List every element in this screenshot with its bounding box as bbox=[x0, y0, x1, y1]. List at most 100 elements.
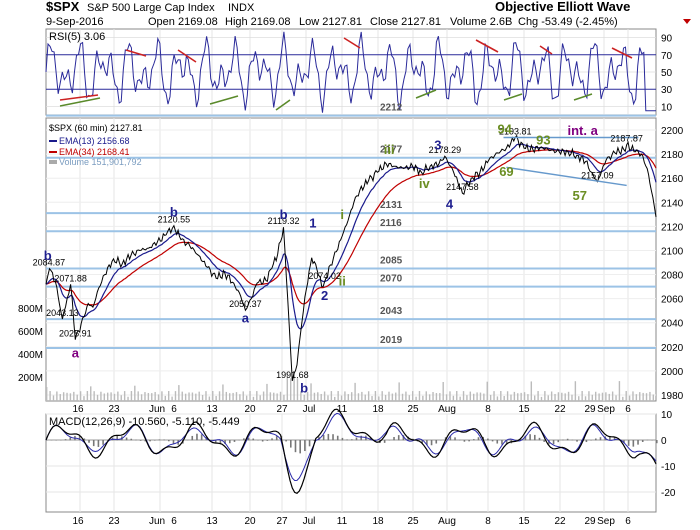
volume-bar bbox=[625, 391, 627, 401]
volume-bar bbox=[164, 395, 167, 401]
volume-bar bbox=[361, 391, 363, 401]
macd-histogram-bar bbox=[463, 440, 466, 442]
volume-bar bbox=[239, 394, 241, 401]
rsi-label: RSI(5) 3.06 bbox=[49, 31, 105, 43]
macd-histogram-bar bbox=[599, 437, 602, 441]
macd-histogram-bar bbox=[402, 435, 405, 441]
x-tick-price: Jul bbox=[303, 404, 316, 415]
volume-bar bbox=[459, 396, 461, 401]
rsi-divergence-red bbox=[343, 37, 361, 49]
macd-histogram-bar bbox=[78, 436, 81, 441]
volume-bar bbox=[605, 392, 607, 401]
macd-histogram-bar bbox=[458, 439, 461, 441]
volume-bar bbox=[195, 393, 197, 401]
macd-histogram-bar bbox=[158, 439, 161, 441]
volume-bar bbox=[554, 393, 556, 401]
rsi-divergence-green bbox=[415, 89, 437, 99]
price-line bbox=[45, 134, 657, 382]
high-value: High 2169.08 bbox=[225, 16, 290, 28]
volume-bar bbox=[344, 391, 346, 401]
volume-bar bbox=[151, 393, 153, 401]
wave-label: b bbox=[300, 381, 308, 396]
legend-volume: Volume 151,901,792 bbox=[59, 157, 142, 167]
macd-histogram-bar bbox=[153, 440, 156, 441]
volume-bar bbox=[595, 391, 597, 401]
wave-label: i bbox=[340, 207, 344, 222]
macd-histogram-bar bbox=[336, 435, 339, 441]
volume-bar bbox=[520, 392, 522, 401]
price-label: 2074.02 bbox=[308, 271, 341, 281]
volume-bar bbox=[262, 391, 265, 401]
macd-histogram-bar bbox=[200, 434, 203, 441]
macd-histogram-bar bbox=[135, 439, 137, 441]
rsi-divergence-green bbox=[503, 93, 523, 101]
volume-bar bbox=[449, 391, 451, 401]
macd-histogram-bar bbox=[346, 439, 348, 441]
macd-histogram-bar bbox=[102, 440, 104, 445]
x-tick-macd: 23 bbox=[108, 516, 120, 527]
volume-bar bbox=[534, 395, 536, 401]
macd-histogram-bar bbox=[543, 440, 545, 442]
legend-volume-swatch bbox=[49, 160, 57, 164]
x-tick-price: 8 bbox=[485, 404, 491, 415]
macd-histogram-bar bbox=[435, 440, 438, 444]
macd-histogram-bar bbox=[275, 436, 278, 441]
rsi-divergence-red bbox=[125, 49, 147, 57]
volume-bar bbox=[574, 381, 577, 401]
volume-bar bbox=[371, 396, 373, 401]
volume-bar bbox=[557, 392, 560, 401]
macd-histogram-bar bbox=[534, 434, 536, 441]
price-tick: 2120 bbox=[661, 222, 684, 233]
volume-bar bbox=[171, 396, 173, 401]
volume-value: Volume 2.6B bbox=[450, 16, 512, 28]
volume-bar bbox=[76, 394, 78, 401]
volume-bar bbox=[113, 393, 116, 401]
macd-histogram-bar bbox=[351, 439, 353, 441]
macd-histogram-bar bbox=[149, 440, 151, 442]
volume-bar bbox=[435, 393, 438, 401]
volume-bar bbox=[517, 393, 519, 401]
macd-histogram-bar bbox=[97, 440, 100, 447]
volume-bar bbox=[351, 392, 353, 401]
wave-label: int. a bbox=[568, 123, 599, 138]
volume-bar bbox=[293, 373, 295, 401]
macd-histogram-bar bbox=[299, 440, 301, 454]
macd-histogram-bar bbox=[449, 436, 452, 441]
volume-bar bbox=[127, 396, 129, 401]
volume-bar bbox=[283, 394, 285, 401]
volume-bar bbox=[422, 395, 424, 401]
volume-bar bbox=[256, 391, 258, 401]
volume-bar bbox=[174, 391, 177, 401]
volume-bar bbox=[473, 393, 475, 401]
support-level-label: 2043 bbox=[380, 306, 403, 317]
macd-histogram-bar bbox=[261, 440, 264, 442]
down-triangle-icon bbox=[683, 19, 691, 24]
volume-bar bbox=[364, 394, 366, 401]
wave-label: b bbox=[280, 207, 288, 222]
price-label: 2187.87 bbox=[610, 134, 643, 144]
x-tick-macd: 20 bbox=[244, 516, 256, 527]
macd-histogram-bar bbox=[557, 440, 560, 443]
x-tick-macd: Sep bbox=[597, 516, 615, 527]
macd-histogram-bar bbox=[519, 438, 522, 441]
volume-bar bbox=[300, 391, 302, 401]
macd-histogram-bar bbox=[430, 440, 433, 446]
volume-bar bbox=[506, 391, 509, 401]
rsi-tick: 30 bbox=[661, 85, 673, 96]
macd-histogram-bar bbox=[468, 440, 470, 442]
x-tick-macd: Aug bbox=[438, 516, 456, 527]
volume-bar bbox=[445, 394, 448, 401]
macd-histogram-bar bbox=[501, 440, 503, 445]
volume-bar bbox=[266, 383, 268, 401]
volume-bar bbox=[462, 391, 465, 401]
volume-bar bbox=[205, 391, 207, 401]
volume-bar bbox=[303, 394, 305, 401]
index-name: S&P 500 Large Cap Index bbox=[87, 2, 215, 14]
x-tick-price: Aug bbox=[438, 404, 456, 415]
volume-bar bbox=[123, 391, 126, 401]
volume-bar bbox=[628, 395, 631, 401]
volume-bar bbox=[564, 393, 566, 401]
x-tick-price: 6 bbox=[625, 404, 631, 415]
